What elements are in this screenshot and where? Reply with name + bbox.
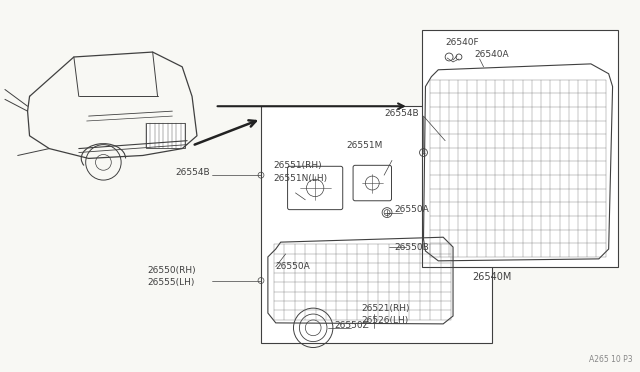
Text: 26551N(LH): 26551N(LH) — [274, 174, 328, 183]
Text: 26540A: 26540A — [475, 49, 509, 58]
Text: 26551M: 26551M — [347, 141, 383, 150]
Bar — [422, 31, 618, 267]
Text: 26540M: 26540M — [473, 272, 512, 282]
Text: 26521(RH): 26521(RH) — [362, 304, 410, 312]
Text: 26550(RH): 26550(RH) — [148, 266, 196, 275]
Bar — [261, 106, 492, 343]
Text: 26554B: 26554B — [384, 109, 419, 118]
Text: A265 10 P3: A265 10 P3 — [589, 355, 632, 364]
Text: 26555(LH): 26555(LH) — [148, 278, 195, 287]
Text: 26550B: 26550B — [394, 243, 429, 251]
Text: 26540F: 26540F — [445, 38, 479, 47]
Text: 26551(RH): 26551(RH) — [274, 161, 323, 170]
Text: 26550A: 26550A — [276, 262, 310, 271]
Text: 26526(LH): 26526(LH) — [362, 317, 409, 326]
Text: 26550Z: 26550Z — [335, 321, 370, 330]
Bar — [146, 123, 185, 148]
Text: 26550A: 26550A — [394, 205, 429, 214]
Text: 26554B: 26554B — [175, 168, 210, 177]
